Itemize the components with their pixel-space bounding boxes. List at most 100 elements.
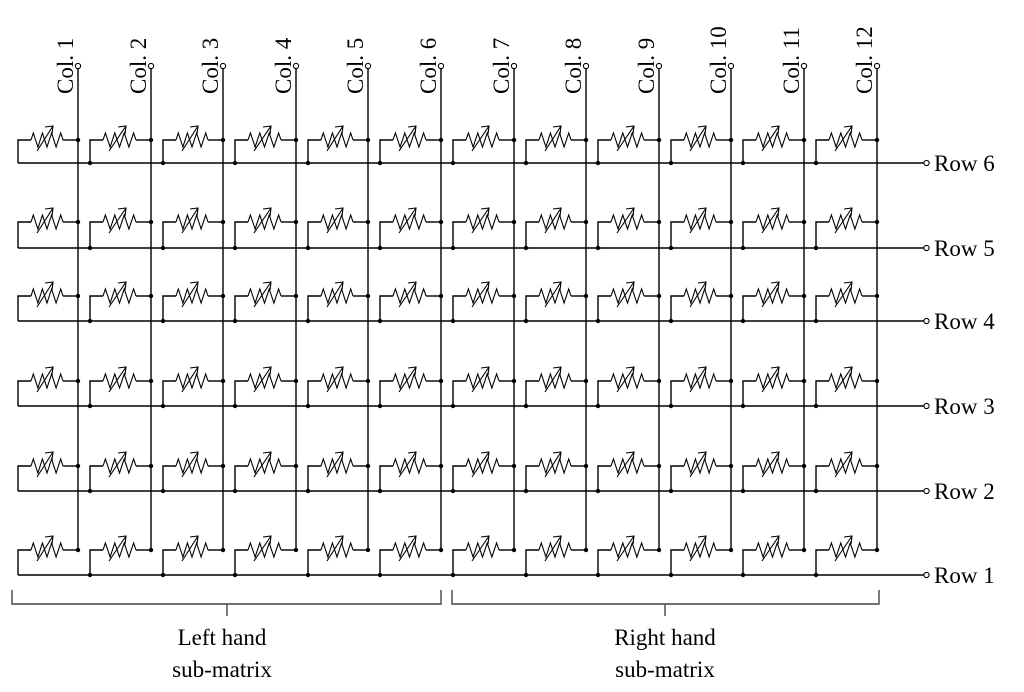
junction-dot (595, 318, 601, 324)
resistor-zigzag (465, 213, 500, 231)
junction-dot (813, 403, 819, 409)
variable-arrow (181, 281, 199, 308)
arrow-head (44, 451, 54, 461)
cell-lead (670, 221, 684, 248)
variable-resistor-icon (89, 535, 154, 575)
column-terminal (74, 62, 82, 70)
resistor-zigzag (175, 457, 209, 475)
variable-resistor-icon (597, 281, 662, 321)
variable-resistor-icon (452, 125, 517, 163)
junction-dot (874, 137, 880, 143)
row-labels: Row 6 Row 5 Row 4 Row 3 Row 2 Row 1 (934, 151, 995, 588)
variable-arrow (398, 366, 417, 393)
arrow-head (697, 451, 707, 461)
junction-dot (75, 293, 81, 299)
resistor-zigzag (175, 213, 209, 231)
junction-dot (75, 547, 81, 553)
variable-arrow (181, 535, 199, 562)
variable-arrow (689, 207, 707, 234)
arrow-head (262, 451, 272, 461)
variable-arrow (326, 535, 344, 562)
variable-arrow (544, 366, 562, 393)
column-labels: Col. 1 Col. 2 Col. 3 Col. 4 Col. 5 Col. 6 Col.… (53, 26, 877, 94)
cell-lead (162, 221, 176, 248)
variable-resistor-icon (670, 366, 734, 406)
column-terminal (582, 62, 590, 70)
variable-resistor-icon (452, 366, 517, 406)
junction-dot (87, 572, 93, 578)
cell-lead (597, 139, 611, 163)
resistor-zigzag (247, 131, 282, 149)
variable-arrow (253, 207, 272, 234)
row-terminal (923, 487, 930, 495)
arrow-head (262, 207, 272, 217)
resistor-zigzag (175, 372, 209, 390)
arrow-head (407, 125, 417, 135)
junction-dot (377, 160, 383, 166)
junction-dot (160, 245, 166, 251)
arrow-head (843, 281, 853, 291)
cell-lead (89, 221, 103, 248)
resistor-zigzag (30, 372, 64, 390)
variable-resistor-icon (452, 451, 517, 491)
junction-dot (438, 378, 444, 384)
junction-dot (595, 572, 601, 578)
arrow-head (625, 366, 635, 376)
variable-arrow (253, 451, 272, 478)
resistor-zigzag (320, 287, 354, 305)
resistor-zigzag (30, 287, 64, 305)
variable-resistor-icon (89, 366, 154, 406)
resistor-zigzag (683, 457, 717, 475)
variable-resistor-icon (162, 535, 226, 575)
arrow-head (117, 207, 127, 217)
junction-dot (801, 293, 807, 299)
junction-dot (87, 245, 93, 251)
column-label: Col. 11 (779, 27, 804, 94)
junction-dot (232, 245, 238, 251)
junction-dot (87, 318, 93, 324)
cell-lead (307, 465, 321, 491)
resistor-zigzag (538, 287, 572, 305)
cell-lead (307, 139, 321, 163)
variable-arrow (544, 281, 562, 308)
variable-arrow (398, 125, 417, 152)
junction-dot (438, 219, 444, 225)
cell-lead (452, 465, 466, 491)
junction-dot (305, 318, 311, 324)
junction-dot (511, 547, 517, 553)
variable-arrow (326, 366, 344, 393)
variable-resistor-icon (162, 125, 226, 163)
junction-dot (377, 488, 383, 494)
variable-resistor-icon (742, 366, 807, 406)
resistor-zigzag (320, 457, 354, 475)
variable-arrow (761, 366, 780, 393)
arrow-head (843, 451, 853, 461)
junction-dot (656, 137, 662, 143)
junction-dot (377, 245, 383, 251)
junction-dot (293, 463, 299, 469)
variable-arrow (689, 281, 707, 308)
junction-dot (87, 488, 93, 494)
junction-dot (232, 403, 238, 409)
junction-dot (293, 378, 299, 384)
column-label: Col. 10 (706, 26, 731, 94)
cell-lead (670, 380, 684, 406)
cell-lead (379, 549, 393, 575)
column-label: Col. 8 (561, 38, 586, 94)
resistor-zigzag (175, 287, 209, 305)
variable-arrow (471, 366, 490, 393)
arrow-head (552, 125, 562, 135)
resistor-zigzag (683, 541, 717, 559)
resistor-zigzag (392, 131, 427, 149)
resistor-zigzag (30, 457, 64, 475)
column-terminal (292, 62, 300, 70)
row-label: Row 6 (934, 151, 995, 176)
junction-dot (874, 463, 880, 469)
variable-arrow (544, 535, 562, 562)
row-terminal (923, 244, 930, 252)
resistor-zigzag (30, 213, 64, 231)
junction-dot (160, 488, 166, 494)
resistor-zigzag (247, 213, 282, 231)
junction-dot (220, 219, 226, 225)
junction-dot (365, 137, 371, 143)
